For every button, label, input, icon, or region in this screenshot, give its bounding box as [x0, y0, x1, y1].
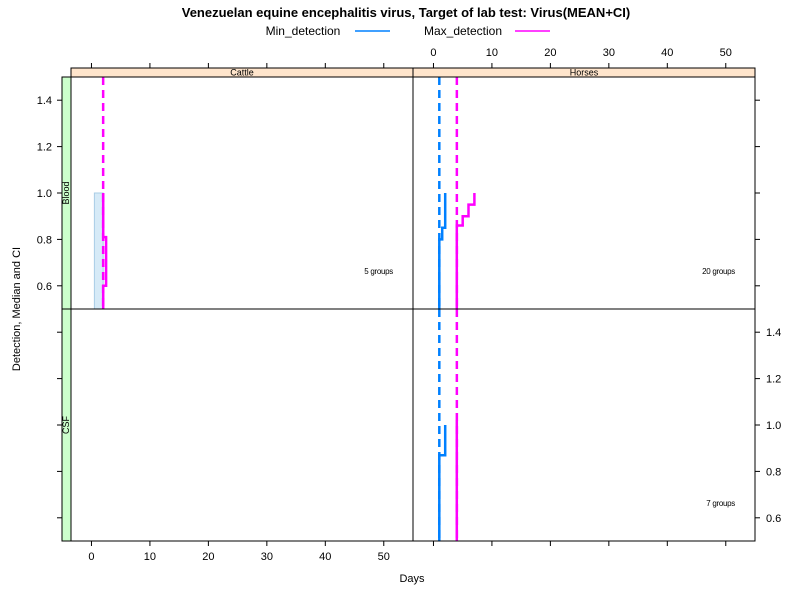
y-tick-label-left: 1.2	[37, 142, 52, 154]
legend-label-min-detection: Min_detection	[266, 24, 341, 38]
panel-horses-blood-step-max-detection	[455, 193, 476, 309]
y-tick-label-right: 1.4	[766, 327, 781, 339]
axes: 0 0 10 10 20 20 30 30 40 40 50 50 0.6 0.6 0.8 0.8 1.0 1.0…	[37, 47, 782, 563]
y-tick-label-right: 0.6	[766, 513, 781, 525]
x-tick-label-top: 50	[720, 47, 732, 59]
x-axis-label: Days	[399, 573, 425, 585]
strip-label-cattle: Cattle	[230, 68, 254, 78]
y-tick-label-left: 0.8	[37, 234, 52, 246]
panel-cattle-blood	[71, 77, 413, 309]
strip-label-csf: CSF	[61, 415, 71, 434]
strip-label-blood: Blood	[61, 181, 71, 204]
panel-horses-csf-group-count: 7 groups	[706, 499, 735, 508]
x-tick-label-bottom: 0	[88, 551, 94, 563]
x-tick-label-bottom: 10	[144, 551, 156, 563]
x-tick-label-bottom: 50	[378, 551, 390, 563]
legend-label-max-detection: Max_detection	[424, 24, 502, 38]
panel-cattle-blood-ci-band	[93, 192, 104, 310]
panel-cattle-blood-group-count: 5 groups	[364, 267, 393, 276]
chart-title: Venezuelan equine encephalitis virus, Ta…	[182, 5, 631, 20]
x-tick-label-top: 40	[661, 47, 673, 59]
panel-horses-blood-step-min-detection	[438, 193, 447, 309]
y-tick-label-right: 0.8	[766, 466, 781, 478]
chart-title-group: Venezuelan equine encephalitis virus, Ta…	[182, 5, 631, 20]
strip-label-horses: Horses	[570, 68, 599, 78]
panel-horses-csf	[413, 309, 755, 541]
y-axis-label: Detection, Median and CI	[11, 247, 23, 371]
x-tick-label-top: 20	[544, 47, 556, 59]
panel-cattle-blood-step-max-detection	[101, 193, 108, 309]
panel-cattle-csf	[71, 309, 413, 541]
y-tick-label-left: 1.4	[37, 95, 52, 107]
x-tick-label-top: 0	[430, 47, 436, 59]
y-tick-label-right: 1.0	[766, 420, 781, 432]
y-tick-label-left: 0.6	[37, 281, 52, 293]
panels: Cattle Horses Blood CSF 5 groups 20 groups 7 g…	[61, 67, 756, 542]
y-tick-label-right: 1.2	[766, 374, 781, 386]
panel-horses-csf-step-min-detection	[438, 425, 447, 541]
x-tick-label-top: 10	[486, 47, 498, 59]
x-tick-label-bottom: 20	[202, 551, 214, 563]
y-tick-label-left: 1.0	[37, 188, 52, 200]
panel-horses-blood-group-count: 20 groups	[702, 267, 735, 276]
legend: Min_detection Max_detection	[266, 24, 550, 38]
x-tick-label-bottom: 40	[319, 551, 331, 563]
panel-horses-blood	[413, 77, 755, 309]
x-tick-label-bottom: 30	[261, 551, 273, 563]
x-tick-label-top: 30	[603, 47, 615, 59]
